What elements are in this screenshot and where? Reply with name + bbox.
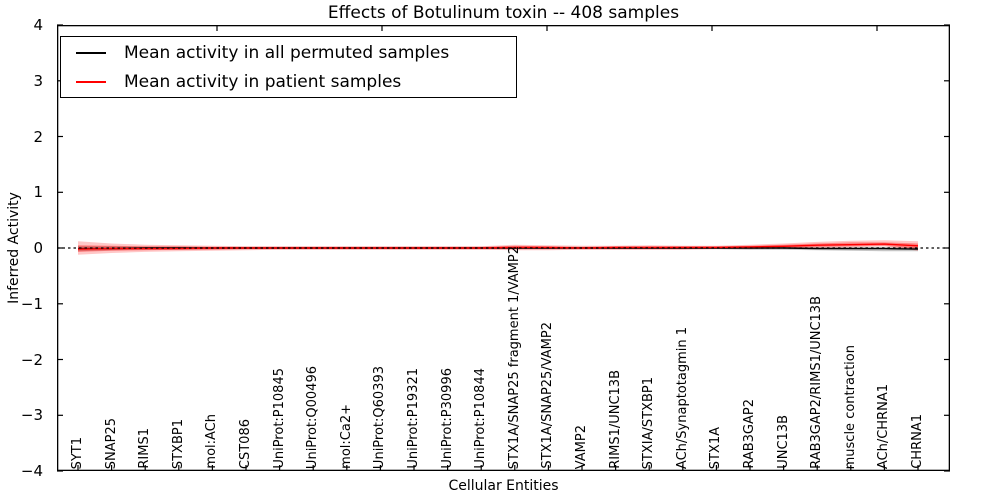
y-tick-label: 4 [33, 16, 43, 34]
legend-label-patient: Mean activity in patient samples [124, 71, 402, 92]
y-tick-label: −4 [20, 462, 43, 480]
y-tick-label: −2 [20, 350, 43, 369]
y-tick-label: −3 [20, 406, 43, 425]
y-tick-label: −1 [20, 294, 43, 313]
x-axis-label: Cellular Entities [448, 478, 559, 494]
black-line-sample [76, 51, 106, 54]
y-tick-label: 3 [33, 71, 43, 90]
chart-canvas [56, 24, 951, 472]
chart-title: Effects of Botulinum toxin -- 408 sample… [327, 3, 680, 23]
legend-label-permuted: Mean activity in all permuted samples [124, 42, 450, 63]
y-tick-label: 1 [33, 183, 43, 202]
plot-area [56, 24, 951, 472]
legend: Mean activity in all permuted samples Me… [60, 36, 517, 98]
y-tick-label: 2 [33, 127, 43, 146]
y-tick-label: 0 [33, 239, 43, 257]
red-line-sample [76, 80, 106, 83]
legend-row-patient: Mean activity in patient samples [61, 67, 516, 96]
y-tick-labels: 4 3 2 1 0 −1 −2 −3 −4 [0, 16, 50, 480]
legend-row-permuted: Mean activity in all permuted samples [61, 38, 516, 67]
